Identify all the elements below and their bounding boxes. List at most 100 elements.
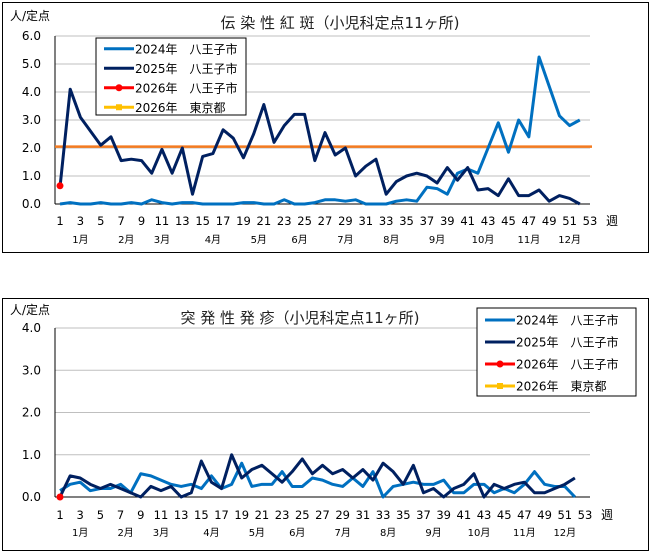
x-tick-label: 51 [562, 214, 577, 228]
x-tick-label: 1 [56, 214, 63, 228]
x-tick-label: 9 [138, 214, 145, 228]
x-tick-label: 47 [522, 214, 537, 228]
x-tick-label: 33 [376, 508, 391, 522]
x-tick-label: 17 [214, 508, 229, 522]
x-tick-label: 35 [399, 214, 414, 228]
x-tick-label: 37 [416, 508, 431, 522]
y-tick-label: 5.0 [22, 57, 41, 71]
x-tick-label: 29 [335, 508, 350, 522]
month-label: 1月 [72, 234, 88, 246]
legend-box [95, 37, 247, 116]
x-tick-label: 51 [557, 508, 572, 522]
month-label: 2月 [117, 527, 133, 539]
month-label: 4月 [205, 234, 221, 246]
erythema-chart: 伝 染 性 紅 斑（小児科定点11ヶ所) 人/定点 0.0 1.0 2.0 3.0 4.0 5… [10, 8, 618, 246]
month-label: 6月 [289, 527, 305, 539]
x-tick-label: 27 [315, 508, 330, 522]
legend-label: 2024年 八王子市 [135, 41, 238, 56]
x-tick-label: 43 [477, 508, 492, 522]
month-label: 11月 [513, 527, 536, 539]
x-tick-label: 53 [578, 508, 593, 522]
month-label: 10月 [472, 234, 495, 246]
series-line-0 [59, 55, 581, 206]
x-tick-label: 5 [97, 508, 104, 522]
exanthem-chart: 突 発 性 発 疹（小児科定点11ヶ所) 人/定点 0.0 1.0 2.0 3.0 4.0 1… [10, 302, 637, 539]
x-tick-label: 23 [277, 214, 292, 228]
legend-label: 2026年 八王子市 [516, 357, 619, 372]
y-tick-label: 2.0 [22, 141, 41, 155]
x-tick-label: 29 [338, 214, 353, 228]
y-tick-label: 0.0 [22, 490, 41, 504]
y-tick-label: 2.0 [22, 406, 41, 420]
x-tick-label: 15 [195, 214, 210, 228]
y-tick-label: 1.0 [22, 448, 41, 462]
x-tick-label: 33 [379, 214, 394, 228]
legend-label: 2026年 八王子市 [135, 80, 238, 95]
x-tick-label: 3 [77, 214, 84, 228]
legend-box [476, 307, 637, 397]
x-tick-label: 7 [117, 508, 124, 522]
x-axis-label: 週 [606, 214, 618, 228]
x-tick-label: 23 [275, 508, 290, 522]
x-tick-label: 9 [137, 508, 144, 522]
series-point-2 [56, 493, 64, 501]
y-tick-label: 3.0 [22, 113, 41, 127]
legend-label: 2024年 八王子市 [516, 313, 619, 328]
legend-label: 2026年 東京都 [516, 380, 607, 394]
y-tick-label: 3.0 [22, 363, 41, 377]
month-label: 1月 [72, 527, 88, 539]
month-label: 9月 [429, 234, 445, 246]
x-tick-label: 13 [175, 214, 190, 228]
chart-title: 伝 染 性 紅 斑（小児科定点11ヶ所) [220, 14, 459, 32]
month-label: 8月 [380, 527, 396, 539]
x-tick-label: 39 [436, 508, 451, 522]
x-tick-label: 3 [77, 508, 84, 522]
month-label: 12月 [553, 527, 576, 539]
month-label: 7月 [337, 234, 353, 246]
y-tick-label: 0.0 [22, 197, 41, 211]
x-tick-label: 25 [295, 508, 310, 522]
legend-label: 2025年 八王子市 [516, 335, 619, 350]
month-label: 3月 [153, 527, 169, 539]
x-tick-label: 27 [318, 214, 333, 228]
x-tick-label: 31 [356, 508, 371, 522]
legend-label: 2026年 東京都 [135, 101, 226, 115]
y-tick-label: 6.0 [22, 29, 41, 43]
y-axis-label: 人/定点 [10, 8, 50, 23]
month-label: 5月 [251, 234, 267, 246]
x-tick-label: 13 [174, 508, 189, 522]
legend-marker-3 [116, 104, 122, 111]
x-axis-label: 週 [601, 508, 613, 522]
x-tick-label: 21 [255, 508, 270, 522]
x-tick-label: 11 [154, 508, 169, 522]
month-label: 12月 [558, 234, 581, 246]
series-line-1 [58, 87, 581, 206]
y-tick-label: 4.0 [22, 321, 41, 335]
x-tick-label: 7 [117, 214, 124, 228]
x-tick-label: 45 [497, 508, 512, 522]
x-tick-label: 19 [236, 214, 251, 228]
month-label: 9月 [425, 527, 441, 539]
legend-marker-3 [497, 383, 503, 389]
x-tick-label: 19 [234, 508, 249, 522]
x-tick-label: 41 [460, 214, 475, 228]
month-label: 8月 [383, 234, 399, 246]
x-tick-label: 31 [358, 214, 373, 228]
x-tick-label: 37 [420, 214, 435, 228]
y-axis-label: 人/定点 [10, 302, 50, 317]
x-tick-label: 25 [297, 214, 312, 228]
month-label: 5月 [249, 527, 265, 539]
legend-marker-2 [496, 360, 504, 368]
x-tick-label: 21 [257, 214, 272, 228]
y-tick-label: 4.0 [22, 85, 41, 99]
x-tick-label: 39 [440, 214, 455, 228]
month-label: 6月 [291, 234, 307, 246]
x-tick-label: 1 [56, 508, 63, 522]
y-tick-label: 1.0 [22, 169, 41, 183]
x-tick-label: 47 [517, 508, 532, 522]
x-tick-label: 17 [216, 214, 231, 228]
x-tick-label: 11 [155, 214, 170, 228]
x-tick-label: 45 [501, 214, 516, 228]
x-tick-label: 41 [457, 508, 472, 522]
month-label: 3月 [154, 234, 170, 246]
